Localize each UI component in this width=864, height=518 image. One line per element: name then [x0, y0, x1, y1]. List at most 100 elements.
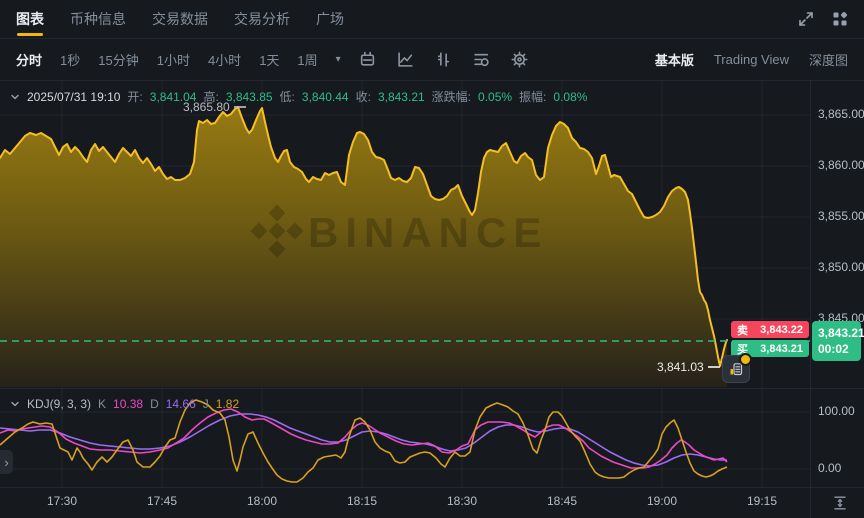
high-label: 高:	[203, 90, 219, 104]
time-axis-label: 19:15	[746, 494, 778, 508]
timeframe-1s[interactable]: 1秒	[60, 52, 81, 68]
low-label: 低:	[279, 90, 295, 104]
view-switcher: 基本版 Trading View 深度图	[655, 50, 848, 69]
notification-badge	[739, 353, 752, 366]
collapse-chevron-icon[interactable]	[10, 92, 20, 102]
view-basic[interactable]: 基本版	[654, 52, 694, 68]
j-label: J	[202, 397, 209, 411]
session-high-annotation: 3,865.80	[183, 100, 246, 114]
timeframe-minute[interactable]: 分时	[16, 52, 43, 68]
indicator-list-icon	[474, 53, 489, 66]
line-chart-icon	[398, 51, 413, 67]
amplitude-label: 振幅:	[519, 90, 547, 104]
d-value: 14.66	[165, 397, 196, 411]
d-label: D	[150, 397, 159, 411]
last-price-value: 3,843.21	[818, 326, 864, 340]
kdj-lines-group	[0, 399, 728, 483]
timeframe-1d[interactable]: 1天	[259, 52, 280, 68]
time-axis-label: 17:45	[146, 494, 178, 508]
toolbar-divider	[0, 80, 864, 81]
timeframe-4h[interactable]: 4小时	[207, 52, 242, 68]
price-axis-divider	[810, 80, 811, 518]
panel-expand-handle[interactable]: ›	[0, 450, 13, 474]
top-nav: 图表 币种信息 交易数据 交易分析 广场	[0, 0, 864, 38]
high-value: 3,843.85	[225, 89, 273, 104]
layout-button[interactable]	[832, 11, 848, 27]
price-axis-label: 3,855.00	[818, 209, 864, 223]
kdj-j-line	[0, 399, 728, 483]
candle-countdown: 00:02	[818, 342, 849, 356]
tab-chart[interactable]: 图表	[16, 0, 44, 38]
change-label: 涨跌幅:	[431, 90, 472, 104]
k-label: K	[98, 397, 107, 411]
settings-button[interactable]	[511, 50, 528, 68]
view-depth[interactable]: 深度图	[808, 52, 848, 68]
collapse-chevron-icon[interactable]	[10, 399, 20, 409]
change-value: 0.05%	[478, 89, 513, 104]
time-axis-label: 18:30	[446, 494, 478, 508]
sell-label: 卖	[737, 324, 748, 337]
auto-scale-button[interactable]	[832, 495, 848, 514]
price-line	[0, 106, 728, 367]
kdj-axis-label: 0.00	[818, 461, 842, 475]
tab-coin-info[interactable]: 币种信息	[70, 11, 126, 27]
layout-grid-icon	[833, 11, 848, 26]
time-axis-label: 17:30	[46, 494, 78, 508]
session-low-value: 3,841.03	[657, 360, 704, 374]
kdj-title[interactable]: KDJ(9, 3, 3)	[27, 397, 92, 411]
expand-icon	[799, 12, 813, 26]
ohlc-info-bar: 2025/07/31 19:10 开: 3,841.04 高: 3,843.85…	[10, 88, 587, 105]
ohlc-datetime: 2025/07/31 19:10	[27, 89, 121, 104]
quote-tooltip: 卖 3,843.22 买 3,843.21	[731, 321, 809, 359]
pointer-line	[233, 106, 246, 108]
expand-button[interactable]	[798, 11, 814, 27]
time-axis-label: 19:00	[646, 494, 678, 508]
order-panel-button[interactable]	[722, 353, 752, 383]
compare-button[interactable]	[435, 51, 452, 68]
timeframe-15m[interactable]: 15分钟	[98, 52, 139, 68]
timeframe-dropdown-icon[interactable]: ▾	[335, 53, 341, 65]
session-low-annotation: 3,841.03	[657, 360, 720, 374]
compare-sliders-icon	[437, 51, 449, 67]
pane-divider[interactable]	[0, 388, 864, 389]
watermark-text: BINANCE	[308, 209, 548, 256]
buy-price: 3,843.21	[760, 342, 803, 355]
chart-style-button[interactable]	[359, 51, 376, 68]
tab-square[interactable]: 广场	[316, 11, 344, 27]
sell-quote-row[interactable]: 卖 3,843.22	[731, 321, 809, 338]
kdj-axis-label: 100.00	[818, 404, 855, 418]
order-book-icon	[730, 363, 743, 376]
sell-price: 3,843.22	[760, 323, 803, 336]
time-axis-label: 18:00	[246, 494, 278, 508]
timeframe-1h[interactable]: 1小时	[156, 52, 190, 68]
kdj-info-bar: KDJ(9, 3, 3) K 10.38 D 14.66 J 1.82	[10, 397, 239, 411]
timeframe-1w[interactable]: 1周	[297, 52, 318, 68]
gear-icon	[511, 50, 528, 68]
indicator-list-button[interactable]	[473, 51, 490, 68]
tool-icons	[359, 50, 528, 68]
time-axis-label: 18:45	[546, 494, 578, 508]
tab-trading-data[interactable]: 交易数据	[152, 11, 208, 27]
pointer-line	[707, 366, 720, 368]
indicator-chart-button[interactable]	[397, 51, 414, 68]
open-label: 开:	[127, 90, 143, 104]
session-high-value: 3,865.80	[183, 100, 230, 114]
time-axis-divider	[0, 487, 864, 488]
low-value: 3,840.44	[301, 89, 349, 104]
price-axis-label: 3,865.00	[818, 107, 864, 121]
k-value: 10.38	[113, 397, 144, 411]
j-value: 1.82	[215, 397, 240, 411]
buy-label: 买	[737, 343, 748, 356]
buy-quote-row[interactable]: 买 3,843.21	[731, 340, 809, 357]
tab-trade-analysis[interactable]: 交易分析	[234, 11, 290, 27]
last-price-tag[interactable]: 3,843.21 00:02	[812, 321, 864, 361]
candlestick-icon	[360, 51, 374, 66]
amplitude-value: 0.08%	[553, 89, 588, 104]
scale-icon	[834, 496, 846, 510]
time-axis-label: 18:15	[346, 494, 378, 508]
view-tradingview[interactable]: Trading View	[713, 51, 789, 67]
close-label: 收:	[355, 90, 371, 104]
nav-divider	[0, 38, 864, 39]
